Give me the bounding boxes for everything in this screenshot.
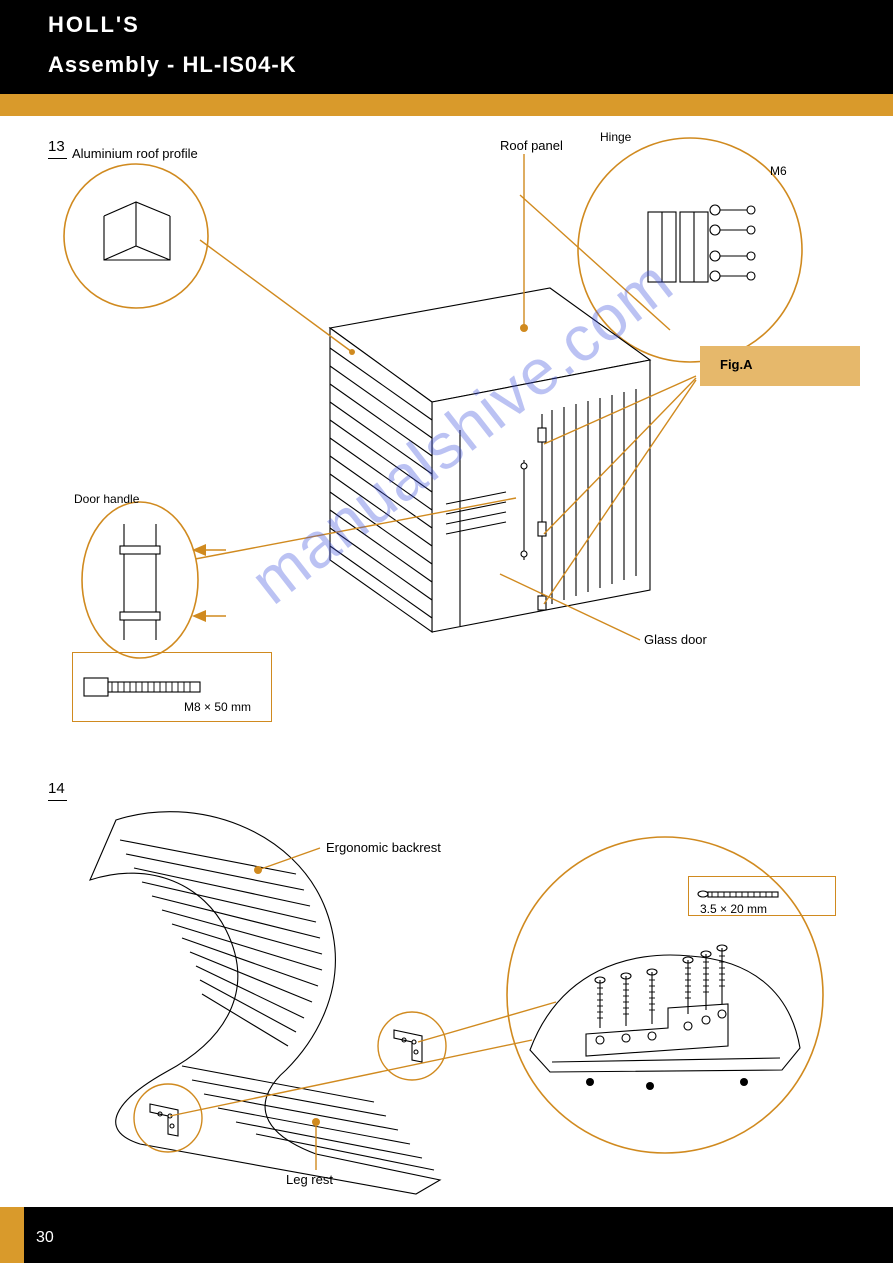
footer-accent bbox=[0, 1207, 24, 1263]
step14-leaders bbox=[0, 0, 893, 1263]
footer-bar bbox=[0, 1207, 893, 1263]
lounger-upper-label: Ergonomic backrest bbox=[326, 840, 441, 856]
page-number: 30 bbox=[36, 1229, 54, 1247]
lounger-lower-label: Leg rest bbox=[286, 1172, 333, 1188]
